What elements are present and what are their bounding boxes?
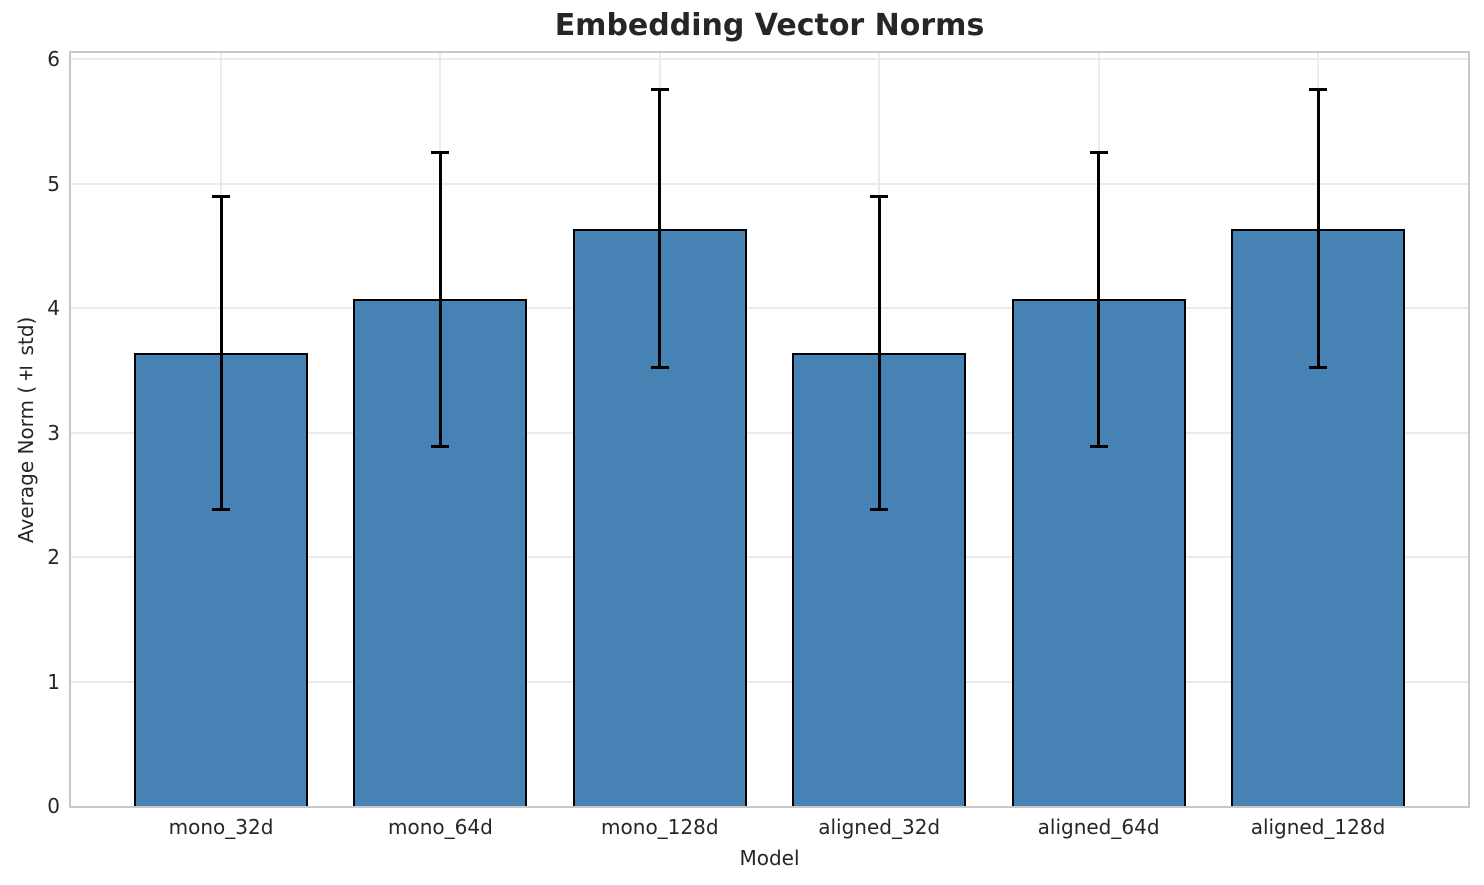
error-bar-mono_32d bbox=[219, 196, 223, 510]
gridline-y-3 bbox=[71, 431, 1468, 434]
error-cap-bottom-mono_64d bbox=[431, 444, 450, 448]
error-cap-top-aligned_64d bbox=[1089, 151, 1108, 155]
y-tick-label-6: 6 bbox=[47, 47, 60, 72]
error-cap-top-aligned_128d bbox=[1309, 87, 1327, 91]
error-bar-aligned_64d bbox=[1097, 152, 1101, 447]
error-bar-mono_64d bbox=[438, 152, 442, 447]
y-tick-label-2: 2 bbox=[47, 545, 60, 570]
error-cap-bottom-aligned_128d bbox=[1309, 366, 1327, 370]
y-tick-label-3: 3 bbox=[47, 420, 60, 445]
plot-area bbox=[69, 51, 1470, 808]
x-tick-label-aligned_32d: aligned_32d bbox=[818, 815, 941, 839]
x-tick-label-mono_128d: mono_128d bbox=[601, 815, 719, 839]
error-cap-top-mono_32d bbox=[212, 194, 230, 198]
error-cap-bottom-aligned_64d bbox=[1089, 444, 1108, 448]
chart-title: Embedding Vector Norms bbox=[554, 8, 985, 43]
error-cap-top-mono_64d bbox=[431, 151, 450, 155]
y-tick-label-1: 1 bbox=[47, 669, 60, 694]
y-tick-label-0: 0 bbox=[47, 794, 60, 818]
gridline-y-1 bbox=[71, 680, 1468, 683]
gridline-y-6 bbox=[71, 58, 1468, 61]
gridline-y-2 bbox=[71, 556, 1468, 559]
x-axis-label: Model bbox=[739, 846, 800, 870]
x-tick-label-mono_32d: mono_32d bbox=[168, 815, 274, 839]
error-bar-aligned_32d bbox=[877, 196, 881, 510]
y-tick-label-5: 5 bbox=[47, 171, 60, 196]
x-tick-label-mono_64d: mono_64d bbox=[388, 815, 493, 839]
error-bar-mono_128d bbox=[658, 89, 662, 368]
error-cap-bottom-mono_32d bbox=[212, 508, 230, 512]
gridline-y-4 bbox=[71, 307, 1468, 310]
error-cap-bottom-aligned_32d bbox=[870, 508, 889, 512]
error-cap-top-mono_128d bbox=[650, 87, 669, 91]
error-bar-aligned_128d bbox=[1316, 89, 1320, 368]
error-cap-bottom-mono_128d bbox=[650, 366, 669, 370]
error-cap-top-aligned_32d bbox=[870, 194, 889, 198]
y-tick-label-4: 4 bbox=[47, 296, 60, 321]
gridline-y-5 bbox=[71, 182, 1468, 185]
x-tick-label-aligned_128d: aligned_128d bbox=[1250, 815, 1386, 839]
x-tick-label-aligned_64d: aligned_64d bbox=[1037, 815, 1160, 839]
